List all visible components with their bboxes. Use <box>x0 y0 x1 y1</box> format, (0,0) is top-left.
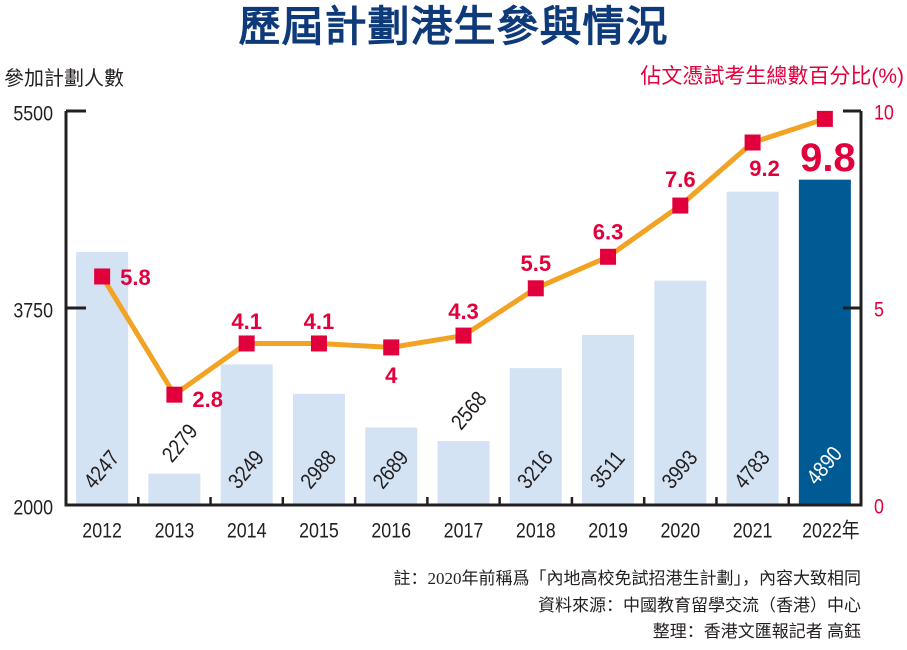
x-tick-label-2022年-group: 2022年 <box>802 519 860 543</box>
percent-marker-2013 <box>166 386 183 403</box>
bar-2017 <box>437 441 490 505</box>
x-tick-label-2017: 2017 <box>444 519 484 543</box>
footnote-compiler: 整理：香港文匯報記者 高鈺 <box>652 622 861 641</box>
percent-label-2021-group: 9.2 <box>749 156 780 181</box>
percent-line <box>100 116 826 398</box>
bar-2018 <box>509 368 562 505</box>
right-tick-label-5-group: 5 <box>874 298 884 322</box>
percent-marker-2017 <box>455 327 472 344</box>
bar-value-label-2017: 2568 <box>447 388 492 435</box>
percent-label-2016-group: 4 <box>385 363 398 388</box>
x-tick-label-2018: 2018 <box>516 519 556 543</box>
percent-marker-2016 <box>383 339 400 356</box>
chart-title: 歷屆計劃港生參與情況 <box>238 3 669 50</box>
percent-label-2019-group: 6.3 <box>593 219 624 244</box>
x-tick-label-2015: 2015 <box>299 519 339 543</box>
percent-label-2018: 5.5 <box>520 251 551 276</box>
percent-marker-2022年 <box>816 110 833 127</box>
percent-label-2013-group: 2.8 <box>192 387 223 412</box>
left-tick-label-3750: 3750 <box>13 299 53 323</box>
percent-marker-2015 <box>310 335 327 352</box>
x-tick-label-2016-group: 2016 <box>371 519 411 543</box>
percent-label-2022年: 9.8 <box>800 136 856 180</box>
bar-2020 <box>654 280 707 505</box>
right-tick-label-0: 0 <box>874 495 884 519</box>
right-tick-label-10: 10 <box>874 101 894 125</box>
percent-marker-2012 <box>94 268 111 285</box>
x-tick-label-2021: 2021 <box>733 519 773 543</box>
left-tick-label-3750-group: 3750 <box>13 299 53 323</box>
percent-marker-2021 <box>744 134 761 151</box>
left-tick-label-5500-group: 5500 <box>13 102 53 126</box>
percent-label-2015-group: 4.1 <box>304 309 335 334</box>
bar-2019 <box>582 334 635 505</box>
percent-label-2012-group: 5.8 <box>120 265 151 290</box>
x-tick-label-2014-group: 2014 <box>227 519 267 543</box>
x-tick-label-2012-group: 2012 <box>82 519 122 543</box>
x-tick-label-2016: 2016 <box>371 519 411 543</box>
x-tick-label-2019: 2019 <box>588 519 628 543</box>
percent-label-2018-group: 5.5 <box>520 251 551 276</box>
percent-marker-2014 <box>238 335 255 352</box>
left-tick-label-2000-group: 2000 <box>13 496 53 520</box>
percent-label-2013: 2.8 <box>192 387 223 412</box>
bar-2015 <box>292 393 345 505</box>
right-tick-label-0-group: 0 <box>874 495 884 519</box>
x-tick-label-2021-group: 2021 <box>733 519 773 543</box>
footnotes: 註：2020年前稱爲「內地高校免試招港生計劃」，內容大致相同 資料來源：中國教育… <box>394 566 862 646</box>
percent-marker-2019 <box>600 248 617 265</box>
bar-2014 <box>220 364 273 505</box>
x-tick-label-2014: 2014 <box>227 519 267 543</box>
percent-marker-2018 <box>527 280 544 297</box>
x-tick-label-2020-group: 2020 <box>660 519 700 543</box>
bar-value-label-2017-group: 2568 <box>447 388 492 435</box>
percent-label-2014: 4.1 <box>231 309 262 334</box>
x-tick-label-2019-group: 2019 <box>588 519 628 543</box>
percent-label-2020: 7.6 <box>665 167 696 192</box>
footnote-remark: 註：2020年前稱爲「內地高校免試招港生計劃」，內容大致相同 <box>393 569 862 588</box>
bar-2013 <box>148 473 201 505</box>
footnote-source: 資料來源：中國教育留學交流（香港）中心 <box>538 595 861 615</box>
bar-2022年 <box>798 179 851 505</box>
x-tick-label-2018-group: 2018 <box>516 519 556 543</box>
percent-label-2017-group: 4.3 <box>448 299 479 324</box>
percent-label-2022年-group: 9.8 <box>800 136 856 180</box>
x-tick-label-2017-group: 2017 <box>444 519 484 543</box>
right-tick-label-10-group: 10 <box>874 101 894 125</box>
percent-label-2015: 4.1 <box>304 309 335 334</box>
percent-marker-2020 <box>672 197 689 214</box>
x-tick-label-2015-group: 2015 <box>299 519 339 543</box>
percent-label-2020-group: 7.6 <box>665 167 696 192</box>
right-tick-label-5: 5 <box>874 298 884 322</box>
bar-value-label-2013: 2279 <box>158 420 203 467</box>
percent-label-2019: 6.3 <box>593 219 624 244</box>
bar-2021 <box>726 191 779 505</box>
x-tick-label-2022年: 2022年 <box>802 519 860 543</box>
bar-2016 <box>365 427 418 505</box>
x-tick-label-2013-group: 2013 <box>155 519 195 543</box>
right-axis-title: 佔文憑試考生總數百分比(%) <box>640 65 904 88</box>
bar-2012 <box>76 252 129 505</box>
percent-label-2012: 5.8 <box>120 265 151 290</box>
x-tick-label-2012: 2012 <box>82 519 122 543</box>
left-tick-label-2000: 2000 <box>13 496 53 520</box>
x-tick-label-2020: 2020 <box>660 519 700 543</box>
percent-label-2021: 9.2 <box>749 156 780 181</box>
bar-value-label-2013-group: 2279 <box>158 420 203 467</box>
x-tick-label-2013: 2013 <box>155 519 195 543</box>
left-tick-label-5500: 5500 <box>13 102 53 126</box>
percent-label-2014-group: 4.1 <box>231 309 262 334</box>
percent-label-2017: 4.3 <box>448 299 479 324</box>
percent-label-2016: 4 <box>385 363 398 388</box>
left-axis-title: 參加計劃人數 <box>4 68 124 90</box>
